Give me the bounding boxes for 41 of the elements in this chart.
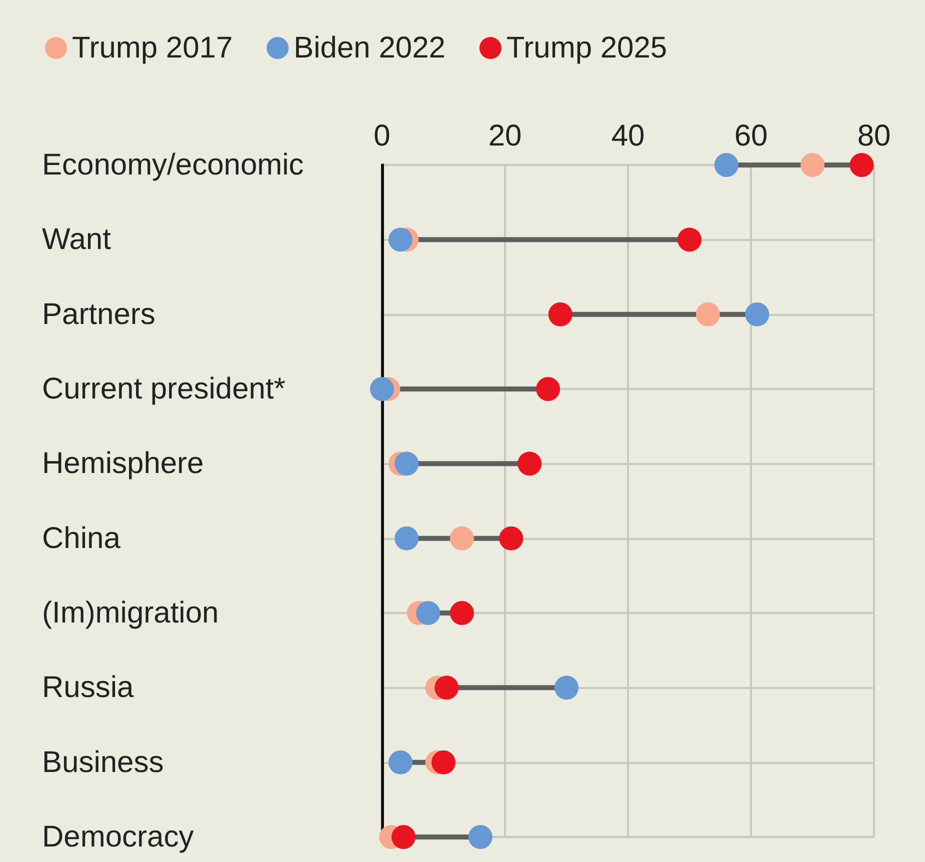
point (548, 302, 572, 326)
point (394, 526, 419, 550)
point (392, 825, 416, 849)
point (468, 825, 492, 849)
y-tick-label: Economy/economic (42, 148, 304, 182)
legend-label: Trump 2025 (506, 32, 668, 64)
point (850, 153, 874, 177)
y-tick-label: (Im)migration (42, 596, 219, 630)
point (518, 452, 542, 476)
point (554, 676, 578, 700)
point (416, 601, 440, 625)
x-tick-label: 20 (488, 120, 522, 152)
y-tick-label: Democracy (42, 820, 194, 854)
point (394, 452, 419, 476)
legend-label: Biden 2022 (294, 32, 446, 64)
y-tick-label: Partners (42, 298, 156, 331)
point (745, 302, 770, 326)
point (434, 676, 459, 700)
y-tick-label: Hemisphere (42, 447, 204, 480)
point (696, 302, 720, 326)
point (388, 750, 412, 774)
x-tick-label: 80 (857, 120, 891, 152)
point (714, 153, 738, 177)
point (450, 526, 474, 550)
y-tick-label: Business (42, 746, 164, 779)
y-tick-label: Want (42, 223, 112, 256)
point (388, 228, 412, 252)
y-tick-label: China (42, 522, 121, 555)
y-tick-label: Current president* (42, 372, 286, 406)
x-tick-label: 40 (611, 120, 645, 152)
x-tick-label: 60 (734, 120, 768, 152)
point (678, 228, 702, 252)
point (450, 601, 474, 625)
point (499, 526, 524, 550)
legend-label: Trump 2017 (72, 32, 233, 64)
point (536, 377, 560, 401)
y-tick-label: Russia (42, 671, 134, 704)
x-tick-label: 0 (374, 120, 390, 152)
point (800, 153, 824, 177)
point (370, 377, 394, 401)
point (432, 750, 456, 774)
